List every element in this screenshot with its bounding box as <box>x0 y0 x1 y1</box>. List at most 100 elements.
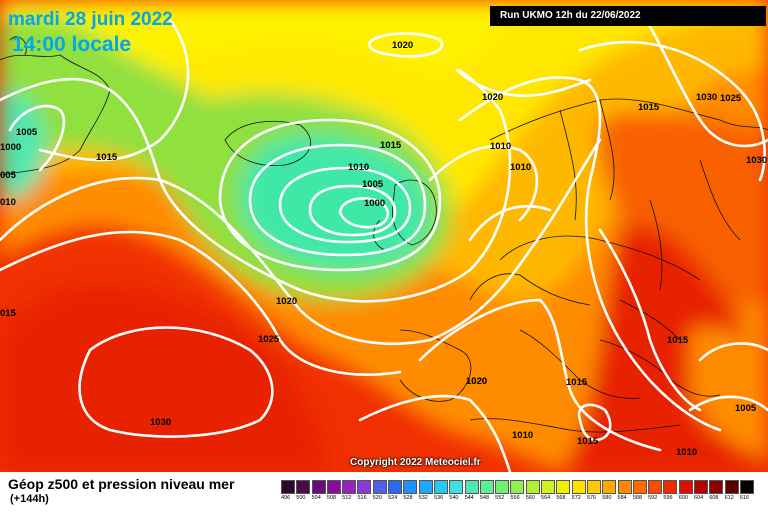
scale-tick-label: 528 <box>403 495 413 501</box>
field-cyan-green <box>238 133 430 270</box>
isobar <box>0 138 602 346</box>
scale-swatch <box>372 480 387 494</box>
scale-tick-label: 616 <box>739 495 750 501</box>
scale-swatch <box>311 480 326 494</box>
scale-swatch <box>418 480 433 494</box>
scale-step: 516 <box>357 480 372 506</box>
scale-step: 556 <box>510 480 525 506</box>
isobar-label: 1020 <box>276 296 297 307</box>
scale-tick-label: 580 <box>602 495 612 501</box>
isobar <box>78 326 274 438</box>
scale-tick-label: 576 <box>586 495 597 501</box>
scale-step: 560 <box>525 480 541 506</box>
scale-step: 548 <box>479 480 495 506</box>
isobar-label: 1015 <box>96 152 118 163</box>
scale-step: 608 <box>709 480 724 506</box>
isobar <box>428 144 539 222</box>
field-orange-southeast <box>690 327 768 460</box>
isobar <box>578 40 766 182</box>
isobar-label: 1010 <box>490 141 511 152</box>
isobar-label: 1020 <box>482 92 503 103</box>
scale-tick-label: 536 <box>433 495 444 501</box>
scale-tick-label: 608 <box>709 495 719 501</box>
scale-step: 528 <box>403 480 418 506</box>
scale-swatch <box>556 480 571 494</box>
scale-step: 580 <box>602 480 617 506</box>
scale-tick-label: 596 <box>663 495 673 501</box>
scale-step: 500 <box>296 480 311 506</box>
scale-swatch <box>541 480 556 494</box>
isobar <box>418 298 662 452</box>
isobar <box>0 230 402 376</box>
scale-swatch <box>632 480 647 494</box>
scale-swatch <box>525 480 540 494</box>
color-scale: 496 500 504 508 512 516 520 524 528 532 536 540 544 5… <box>281 480 755 506</box>
scale-tick-label: 532 <box>418 495 428 501</box>
scale-swatch <box>357 480 372 494</box>
isobar-label: 015 <box>0 308 17 319</box>
forecast-lead-time: (+144h) <box>10 493 49 505</box>
coastlines <box>0 36 768 433</box>
scale-tick-label: 612 <box>724 495 734 501</box>
scale-swatch <box>602 480 617 494</box>
scale-swatch <box>449 480 464 494</box>
scale-swatch <box>739 480 754 494</box>
scale-step: 552 <box>495 480 510 506</box>
isobar-label: 1015 <box>577 436 599 447</box>
isobar-label: 1025 <box>720 93 742 104</box>
scale-swatch <box>648 480 663 494</box>
scale-step: 588 <box>632 480 648 506</box>
scale-step: 496 <box>281 480 296 506</box>
scale-tick-label: 524 <box>388 495 398 501</box>
isobar <box>698 342 768 362</box>
scale-swatch <box>694 480 709 494</box>
isobar-label: 1010 <box>348 162 369 173</box>
isobar <box>598 228 702 412</box>
scale-tick-label: 508 <box>326 495 337 501</box>
scale-tick-label: 556 <box>510 495 520 501</box>
isobar <box>358 394 512 472</box>
isobar-label: 1010 <box>512 430 533 441</box>
scale-tick-label: 568 <box>556 495 566 501</box>
scale-tick-label: 500 <box>296 495 306 501</box>
scale-step: 524 <box>388 480 403 506</box>
isobar <box>218 118 442 272</box>
isobar <box>248 143 427 257</box>
scale-step: 604 <box>694 480 709 506</box>
isobar-label: 1020 <box>466 376 487 387</box>
scale-swatch <box>464 480 479 494</box>
scale-step: 612 <box>724 480 740 506</box>
isobar <box>688 395 768 412</box>
scale-tick-label: 584 <box>617 495 627 501</box>
scale-tick-label: 516 <box>357 495 367 501</box>
isobar <box>308 184 397 237</box>
scale-swatch <box>479 480 494 494</box>
model-run-badge: Run UKMO 12h du 22/06/2022 <box>490 6 766 26</box>
scale-step: 532 <box>418 480 434 506</box>
scale-step: 520 <box>372 480 388 506</box>
scale-step: 504 <box>311 480 327 506</box>
scale-tick-label: 512 <box>342 495 352 501</box>
isobar-label: 1005 <box>362 179 384 190</box>
scale-swatch <box>403 480 418 494</box>
scale-tick-label: 552 <box>495 495 505 501</box>
forecast-date-title: mardi 28 juin 2022 <box>8 9 173 30</box>
isobar <box>577 403 612 442</box>
copyright-notice: Copyright 2022 Meteociel.fr <box>350 457 481 468</box>
scale-step: 568 <box>556 480 571 506</box>
isobar <box>38 18 190 162</box>
isobar-label: 1015 <box>667 335 689 346</box>
scale-tick-label: 588 <box>632 495 643 501</box>
legend-footer: Géop z500 et pression niveau mer (+144h)… <box>0 472 768 512</box>
isobar <box>458 76 722 432</box>
scale-step: 544 <box>464 480 480 506</box>
scale-tick-label: 560 <box>525 495 535 501</box>
isobar-label: 1005 <box>16 127 38 138</box>
isobar-label: 1030 <box>696 92 717 103</box>
isobar <box>278 166 412 244</box>
scale-swatch <box>678 480 693 494</box>
scale-tick-label: 564 <box>541 495 551 501</box>
isobar-label: 1015 <box>638 102 660 113</box>
isobar-label: 1030 <box>746 155 767 166</box>
